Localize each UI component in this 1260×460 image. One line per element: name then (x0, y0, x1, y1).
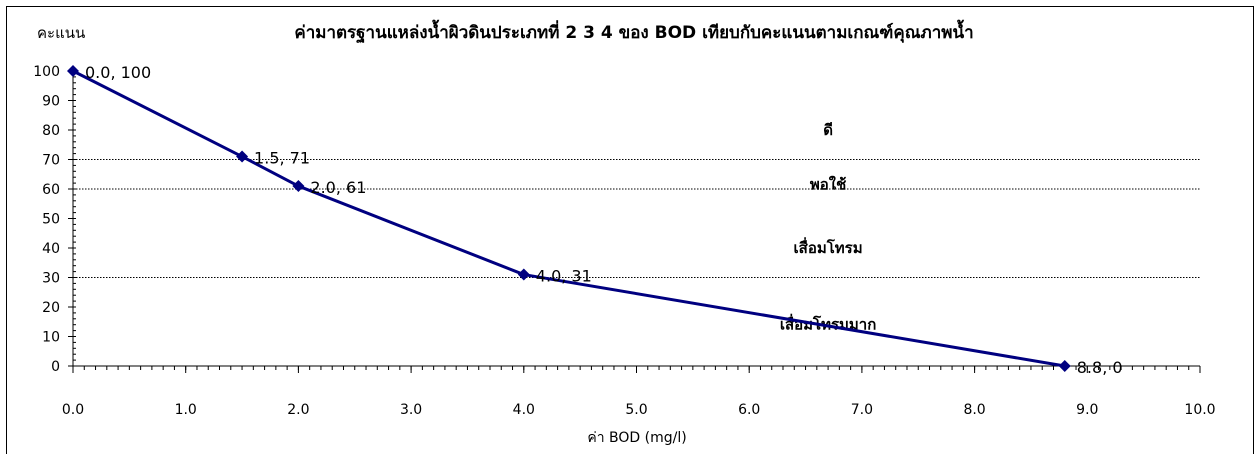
x-tick-label: 1.0 (175, 402, 197, 418)
reference-lines (73, 159, 1200, 278)
zone-label: ดี (823, 121, 833, 139)
series-line (72, 69, 1066, 368)
data-point-marker (236, 150, 249, 163)
data-point-labels: 0.0, 100 1.5, 712.0, 61 4.0, 31 8.8, 0 (85, 63, 1123, 377)
data-point-label: 2.0, 61 (310, 178, 366, 197)
y-tick-label: 90 (42, 94, 60, 110)
data-point-marker (517, 268, 530, 281)
x-tick-label: 7.0 (851, 402, 873, 418)
data-point-label: 1.5, 71 (254, 149, 310, 168)
y-tick-label: 40 (42, 241, 60, 257)
y-tick-label: 50 (42, 212, 60, 228)
zone-label: เสื่อมโทรม (794, 237, 863, 257)
data-point-label: 0.0, 100 (85, 63, 151, 82)
y-tick-label: 60 (42, 182, 60, 198)
y-tick-label: 10 (42, 330, 60, 346)
x-tick-label: 0.0 (62, 402, 84, 418)
x-tick-label: 2.0 (287, 402, 309, 418)
y-tick-label: 0 (51, 359, 60, 375)
data-point-marker (1058, 360, 1071, 372)
data-point-label: 8.8, 0 (1077, 358, 1123, 377)
x-axis-label: ค่า BOD (mg/l) (587, 430, 686, 446)
x-tick-label: 10.0 (1184, 402, 1215, 418)
y-axis-unit-label: คะแนน (37, 24, 85, 42)
x-tick-label: 4.0 (513, 402, 535, 418)
x-tick-label: 3.0 (400, 402, 422, 418)
x-tick-label: 9.0 (1076, 402, 1098, 418)
axes: 0 10 20 30 40 50 60 70 80 90 100 0.0 1.0 2.0 3.0 4.0 5.0… (33, 64, 1215, 418)
data-point-marker (292, 180, 305, 193)
chart-frame (6, 6, 1254, 454)
x-tick-label: 6.0 (738, 402, 760, 418)
y-tick-label: 80 (42, 123, 60, 139)
data-point-label: 4.0, 31 (536, 267, 592, 286)
data-markers (67, 65, 1071, 372)
zone-label: พอใช้ (810, 176, 846, 194)
series-lines (72, 69, 1066, 368)
data-point-marker (67, 65, 79, 77)
x-tick-label: 8.0 (963, 402, 985, 418)
y-tick-label: 100 (33, 64, 60, 80)
y-tick-label: 30 (42, 271, 60, 287)
y-tick-label: 70 (42, 153, 60, 169)
y-tick-label: 20 (42, 300, 60, 316)
chart-title: ค่ามาตรฐานแหล่งน้ำผิวดินประเภทที่ 2 3 4 … (294, 19, 973, 44)
x-tick-label: 5.0 (625, 402, 647, 418)
